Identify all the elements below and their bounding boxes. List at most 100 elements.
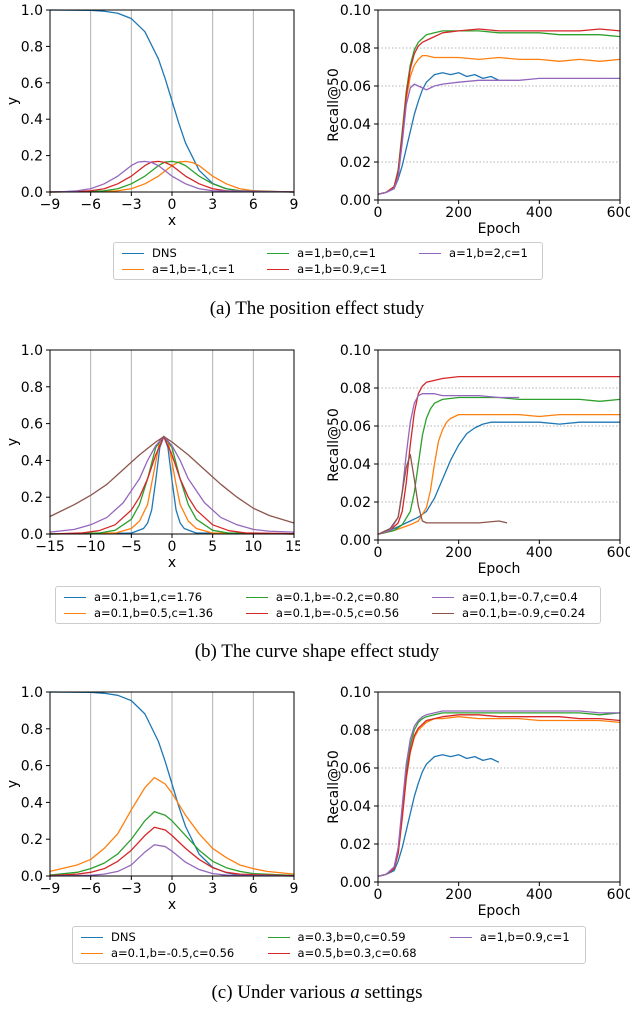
series-line-3: [49, 160, 295, 193]
y-tick-label: 0.2: [21, 149, 43, 165]
y-tick-label: 0.8: [21, 722, 43, 738]
y-tick-label: 0.4: [21, 453, 43, 469]
chart-b-shape-function: −15 −10 −5 0 5 10 15 0.0 0.2 0.4 0.6 0.8 1.0 x y: [5, 343, 300, 571]
x-tick-label: 5: [208, 539, 217, 555]
legend-swatch: [419, 252, 442, 254]
chart-a-position-recall: 0 200 400 600 0.00 0.02 0.04 0.06 0.08 0.10 Epoch R…: [326, 3, 630, 237]
legend-label: a=1,b=0.9,c=1: [297, 262, 387, 276]
legend-item: DNS: [81, 930, 242, 944]
x-tick-label: 0: [374, 887, 383, 903]
legend-b: a=0.1,b=1,c=1.76 a=0.1,b=0.5,c=1.36 a=0.1,…: [55, 586, 601, 624]
y-tick-label: 0.6: [21, 76, 43, 92]
y-tick-label: 0.0: [21, 869, 43, 885]
legend-label: a=1,b=-1,c=1: [152, 262, 235, 276]
x-tick-label: 600: [607, 887, 630, 903]
x-tick-label: −9: [40, 197, 61, 213]
y-tick-label: 0.08: [340, 723, 371, 739]
legend-swatch: [267, 252, 290, 254]
series-line-5: [49, 160, 295, 193]
series-line-5: [49, 435, 295, 533]
chart-b-shape-recall: 0 200 400 600 0.00 0.02 0.04 0.06 0.08 0.10 Epoch R…: [326, 343, 630, 577]
x-tick-label: −9: [40, 881, 61, 897]
series-line-5: [377, 77, 620, 195]
caption-c-suffix: settings: [359, 982, 423, 1003]
legend-item: a=1,b=2,c=1: [419, 246, 534, 260]
y-tick-label: 0.4: [21, 795, 43, 811]
x-tick-label: −6: [80, 881, 101, 897]
caption-c-variable: a: [350, 982, 360, 1003]
x-axis-label: Epoch: [478, 903, 521, 919]
y-tick-label: 0.08: [340, 381, 371, 397]
legend-label: DNS: [152, 246, 177, 260]
legend-item: DNS: [122, 246, 241, 260]
series-line-6: [49, 435, 295, 524]
series-line-4: [377, 714, 621, 877]
plot-frame: [377, 349, 621, 541]
legend-label: a=0.1,b=-0.5,c=0.56: [275, 606, 400, 620]
legend-label: a=1,b=0,c=1: [297, 246, 376, 260]
x-tick-label: 600: [607, 205, 630, 221]
y-axis-label: y: [5, 780, 21, 788]
y-tick-label: 1.0: [21, 343, 43, 359]
y-tick-label: 0.6: [21, 417, 43, 433]
legend-swatch: [267, 268, 290, 270]
series-line-3: [377, 396, 621, 535]
x-tick-label: 9: [290, 881, 299, 897]
x-tick-label: 6: [249, 881, 258, 897]
legend-label: a=0.1,b=0.5,c=1.36: [94, 606, 214, 620]
legend-swatch: [267, 936, 290, 938]
legend-swatch: [267, 952, 290, 954]
x-tick-label: 0: [374, 545, 383, 561]
series-line-2: [377, 54, 621, 195]
y-tick-label: 0.06: [340, 79, 371, 95]
legend-swatch: [81, 936, 103, 938]
legend-item: a=0.3,b=0,c=0.59: [267, 930, 424, 944]
y-tick-label: 0.08: [340, 41, 371, 57]
y-tick-label: 0.6: [21, 759, 43, 775]
series-line-5: [49, 844, 295, 877]
legend-item: a=0.1,b=0.5,c=1.36: [64, 606, 220, 620]
legend-item: a=0.1,b=-0.7,c=0.4: [431, 590, 592, 604]
legend-swatch: [449, 936, 472, 938]
y-tick-label: 1.0: [21, 3, 43, 19]
legend-swatch: [245, 596, 268, 598]
x-tick-label: −5: [121, 539, 142, 555]
x-tick-label: −3: [121, 197, 142, 213]
x-tick-label: 6: [249, 197, 258, 213]
legend-item: a=0.1,b=1,c=1.76: [64, 590, 220, 604]
legend-swatch: [431, 596, 454, 598]
legend-item: a=1,b=0.9,c=1: [267, 262, 393, 276]
legend-swatch: [122, 268, 144, 270]
x-tick-label: −15: [35, 539, 65, 555]
x-tick-label: 3: [208, 197, 217, 213]
plot-frame: [377, 691, 621, 883]
chart-c-a-settings-recall: 0 200 400 600 0.00 0.02 0.04 0.06 0.08 0.10 Epoch R…: [326, 685, 630, 919]
y-tick-label: 0.02: [340, 837, 371, 853]
x-tick-label: 0: [374, 205, 383, 221]
y-tick-label: 0.2: [21, 490, 43, 506]
x-tick-label: 200: [445, 545, 472, 561]
legend-item: a=1,b=0,c=1: [267, 246, 393, 260]
x-axis-label: x: [168, 213, 176, 229]
series-line-4: [377, 375, 620, 535]
y-tick-label: 0.06: [340, 761, 371, 777]
y-tick-label: 0.00: [340, 533, 371, 549]
y-tick-label: 0.04: [340, 457, 371, 473]
legend-label: a=1,b=2,c=1: [449, 246, 528, 260]
y-tick-label: 0.02: [340, 155, 371, 171]
y-axis-label: Recall@50: [326, 408, 342, 482]
legend-a: DNS a=1,b=-1,c=1 a=1,b=0,c=1 a=1,b=0.9,c=1 a…: [113, 242, 543, 280]
caption-c-prefix: (c) Under various: [211, 982, 351, 1003]
x-tick-label: 0: [168, 197, 177, 213]
x-tick-label: 0: [168, 539, 177, 555]
series-line-5: [377, 710, 620, 877]
series-line-4: [49, 826, 295, 877]
legend-label: DNS: [111, 930, 136, 944]
legend-swatch: [245, 612, 268, 614]
y-tick-label: 1.0: [21, 685, 43, 701]
x-tick-label: −3: [121, 881, 142, 897]
legend-swatch: [81, 952, 103, 954]
legend-label: a=0.1,b=-0.2,c=0.80: [275, 590, 400, 604]
x-axis-label: Epoch: [478, 561, 521, 577]
x-axis-label: x: [168, 897, 176, 913]
